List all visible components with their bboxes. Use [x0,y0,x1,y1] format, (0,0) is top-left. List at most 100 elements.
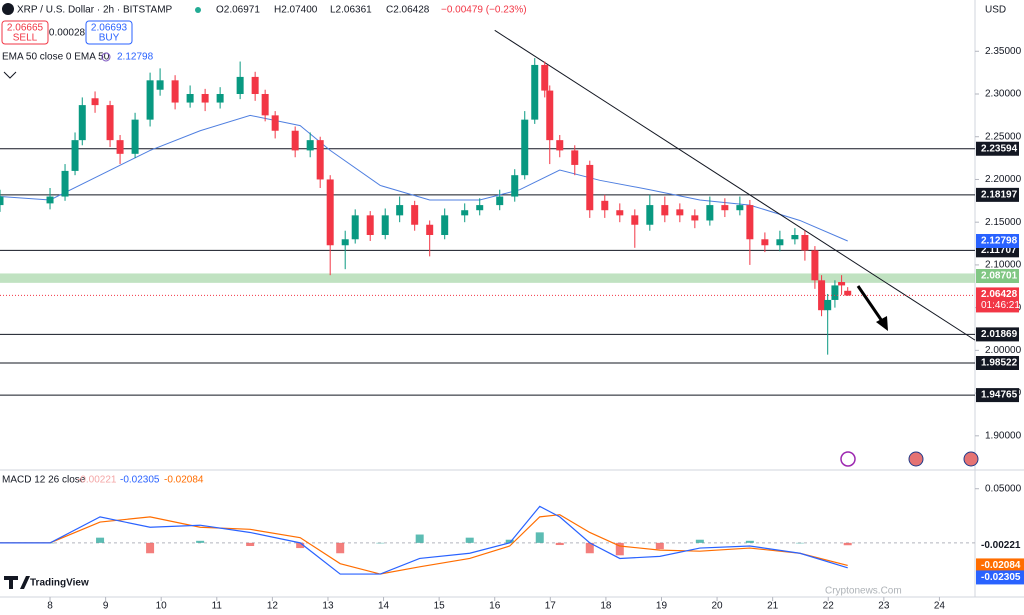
candle-body [736,205,744,211]
watermark: Cryptonews.Com [825,586,902,597]
level-label: 2.18197 [981,190,1018,201]
candle-body [706,205,714,221]
candle-body [496,196,504,206]
candle-body [106,105,114,141]
candle-body [556,140,564,151]
histogram-bar [196,540,205,543]
level-label: 1.98522 [981,358,1018,369]
candle-body [761,239,769,246]
countdown: 01:46:21 [981,300,1020,311]
x-tick-label: 8 [47,601,53,612]
candle-body [186,94,194,103]
candle-body [661,205,669,216]
hist-label-box [976,538,1024,553]
event-icon[interactable] [840,451,856,467]
candle-body [691,215,699,221]
candle-body [531,64,539,120]
candle-body [511,175,519,197]
ema-legend: EMA 50 close 0 EMA 50 [2,52,110,63]
candle-body [78,105,86,141]
zone-label-box [976,269,1019,284]
histogram-bar [843,542,852,546]
level-label-box [976,355,1019,370]
y-tick-label: 2.20000 [985,174,1022,185]
candle-body [201,94,209,103]
collapse-icon[interactable] [3,71,17,79]
candle-body [818,280,826,311]
price-label: 2.06428 [981,289,1018,300]
candle-body [146,80,154,120]
buy-button[interactable] [85,20,133,45]
event-icon[interactable] [908,451,924,467]
plot [0,29,976,575]
x-tick-label: 21 [767,601,779,612]
candle-body [746,205,754,240]
candle-body [271,115,279,131]
ema-icon [101,52,111,62]
level-label-box [976,327,1019,342]
x-tick-label: 16 [489,601,501,612]
candle-body [131,119,139,154]
candle-body [236,76,244,94]
level-label-box [976,388,1019,403]
price-label-box [976,287,1019,313]
candle-body [46,196,54,204]
candle-body [831,285,839,300]
brand: TradingView [30,578,89,589]
candle-body [216,94,224,103]
candle-body [411,205,419,225]
x-tick-label: 23 [878,601,890,612]
low: L2.06361 [330,5,372,16]
macd-label-box [976,570,1024,585]
x-tick-label: 12 [267,601,279,612]
ema-line [0,114,848,242]
macd-line [0,505,848,575]
x-tick-label: 10 [156,601,168,612]
brand-logo [4,576,30,589]
x-tick-label: 17 [545,601,557,612]
candle-body [396,205,404,216]
candle-body [316,140,324,180]
y-tick-label: 1.90000 [985,430,1022,441]
y-tick-label: 0.05000 [985,483,1022,494]
y-tick-label: 2.10000 [985,260,1022,271]
signal-label-box [976,558,1024,573]
candle-body [844,290,852,296]
arrow-shaft [856,285,886,325]
x-tick-label: 15 [434,601,446,612]
candle-body [586,164,594,211]
event-icon[interactable] [963,451,979,467]
close: C2.06428 [386,5,430,16]
y-tick-label: 2.30000 [985,89,1022,100]
candle-body [351,215,359,240]
x-tick-label: 22 [823,601,835,612]
candle-body [261,94,269,116]
macd-title: MACD 12 26 close [2,475,86,486]
histogram-bar [415,534,424,543]
histogram-bar [246,542,255,547]
level-label: 2.01869 [981,329,1018,340]
x-tick-label: 11 [212,601,223,612]
change: −0.00479 (−0.23%) [441,5,527,16]
histogram-bar [585,542,594,554]
candle-body [546,90,554,141]
candle-body [646,205,654,225]
arrow-head [876,316,888,331]
candle-body [521,119,529,176]
sell-button[interactable] [1,20,49,45]
y-tick-label: 2.25000 [985,131,1022,142]
candle-body [341,239,349,246]
level-label-box [976,187,1019,202]
histogram-bar [146,542,155,554]
currency: USD [985,5,1006,16]
buy-label: BUY [99,33,120,44]
histogram-bar [615,542,624,556]
histogram-bar [795,542,804,544]
level-label: 2.11707 [981,245,1017,256]
ema-label: 2.12798 [981,236,1018,247]
level-label: 1.94765 [981,390,1018,401]
level-label: 2.23594 [981,143,1018,154]
histogram-bar [695,539,704,543]
